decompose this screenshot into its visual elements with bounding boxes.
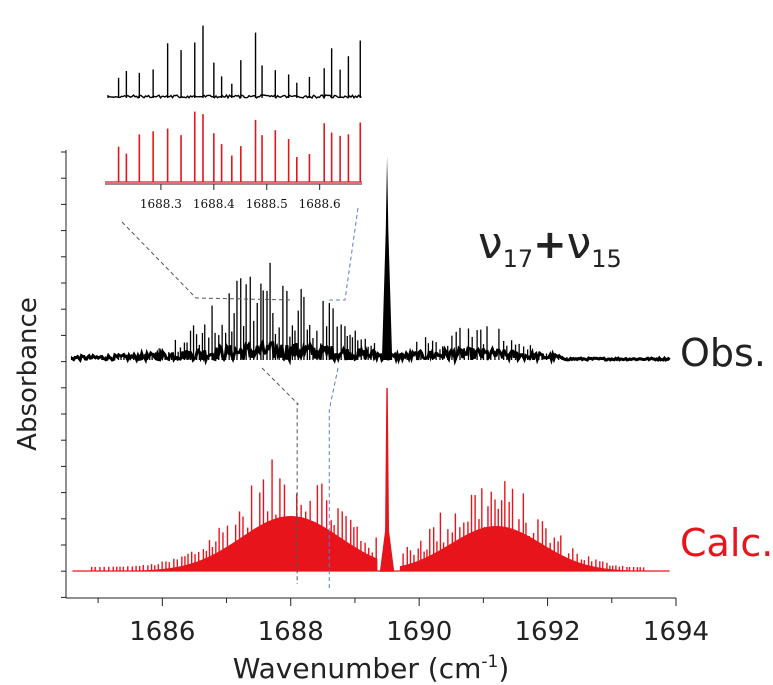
calc-r-envelope bbox=[399, 526, 644, 571]
zoom-line-right-lower bbox=[328, 367, 339, 588]
y-axis-label: Absorbance bbox=[13, 297, 43, 451]
inset-tick-label: 1688.3 bbox=[140, 197, 182, 211]
obs-label: Obs. bbox=[680, 331, 766, 375]
inset-calc-trace bbox=[105, 111, 362, 183]
x-tick-label: 1688 bbox=[258, 617, 324, 647]
obs-series bbox=[70, 156, 671, 366]
band-annotation: ν17+ν15 bbox=[478, 218, 622, 273]
inset-x-ticks: 1688.3 1688.4 1688.5 1688.6 bbox=[140, 184, 341, 211]
x-tick-label: 1692 bbox=[514, 617, 580, 647]
zoom-line-right-upper bbox=[329, 207, 359, 301]
calc-q-branch bbox=[379, 387, 395, 572]
inset-obs-trace bbox=[107, 25, 362, 100]
inset-tick-label: 1688.6 bbox=[299, 197, 341, 211]
calc-p-envelope bbox=[98, 516, 378, 571]
x-ticks: 1686 1688 1690 1692 1694 bbox=[97, 598, 709, 647]
obs-q-branch bbox=[381, 156, 393, 360]
calc-series bbox=[72, 387, 670, 572]
zoom-line-left-upper bbox=[121, 221, 294, 301]
x-axis-label: Wavenumber (cm-1) bbox=[233, 652, 510, 685]
zoom-line-left-lower bbox=[261, 367, 300, 584]
zoom-connector-lines bbox=[121, 207, 359, 588]
inset-tick-label: 1688.4 bbox=[193, 197, 235, 211]
y-ticks bbox=[61, 151, 66, 598]
x-tick-label: 1686 bbox=[129, 617, 195, 647]
x-axis-label-sup: -1 bbox=[481, 652, 498, 672]
inset-zoom: 1688.3 1688.4 1688.5 1688.6 bbox=[105, 25, 362, 211]
x-tick-label: 1690 bbox=[386, 617, 452, 647]
inset-obs-baseline bbox=[107, 93, 362, 100]
x-tick-label: 1694 bbox=[643, 617, 709, 647]
inset-tick-label: 1688.5 bbox=[246, 197, 288, 211]
calc-label: Calc. bbox=[680, 521, 773, 565]
